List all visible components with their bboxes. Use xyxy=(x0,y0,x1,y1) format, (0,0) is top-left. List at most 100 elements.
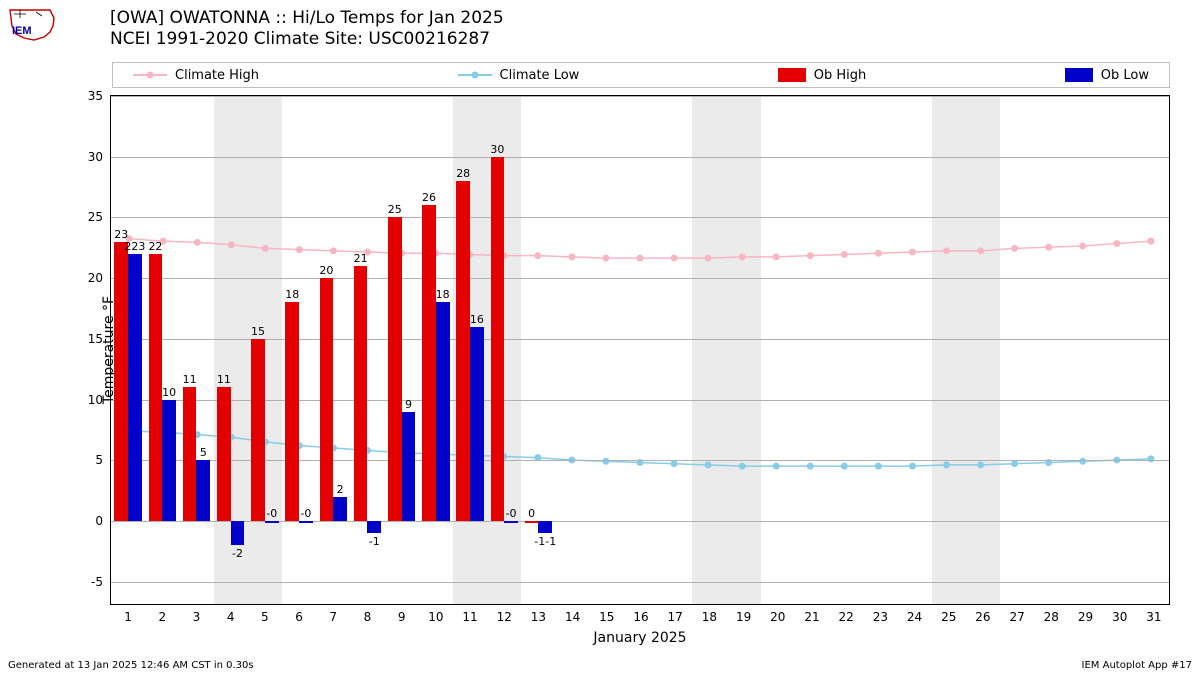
ob-low-bar xyxy=(231,521,245,545)
ob-low-bar xyxy=(470,327,484,521)
x-tick-label: 4 xyxy=(227,604,235,624)
ob-high-bar xyxy=(456,181,470,521)
weekend-band xyxy=(932,96,1000,604)
bar-value-label: -1-1 xyxy=(534,535,556,548)
title-line-1: [OWA] OWATONNA :: Hi/Lo Temps for Jan 20… xyxy=(110,8,504,29)
x-tick-label: 19 xyxy=(736,604,751,624)
x-tick-label: 28 xyxy=(1044,604,1059,624)
bar-value-label: 15 xyxy=(251,325,265,338)
y-tick-label: 20 xyxy=(71,271,111,285)
gridline xyxy=(111,157,1169,158)
gridline xyxy=(111,96,1169,97)
bar-value-label: 11 xyxy=(183,373,197,386)
bar-value-label: 11 xyxy=(217,373,231,386)
y-tick-label: 5 xyxy=(71,453,111,467)
iem-logo: IEM xyxy=(6,4,58,44)
legend: Climate High Climate Low Ob High Ob Low xyxy=(112,62,1170,88)
bar-value-label: 30 xyxy=(490,143,504,156)
x-tick-label: 18 xyxy=(702,604,717,624)
x-tick-label: 23 xyxy=(873,604,888,624)
bar-value-label: 5 xyxy=(200,446,207,459)
bar-value-label: 18 xyxy=(436,288,450,301)
bar-value-label: 16 xyxy=(470,313,484,326)
gridline xyxy=(111,339,1169,340)
x-tick-label: 1 xyxy=(124,604,132,624)
bar-value-label: -0 xyxy=(506,507,517,520)
footer-generated: Generated at 13 Jan 2025 12:46 AM CST in… xyxy=(8,660,254,671)
ob-low-bar xyxy=(538,521,552,533)
title-line-2: NCEI 1991-2020 Climate Site: USC00216287 xyxy=(110,29,504,50)
legend-swatch-ob-low xyxy=(1065,68,1093,82)
ob-high-bar xyxy=(149,254,163,521)
ob-high-bar xyxy=(354,266,368,521)
legend-label: Climate Low xyxy=(500,68,580,83)
ob-high-bar xyxy=(285,302,299,521)
legend-label: Ob Low xyxy=(1101,68,1149,83)
legend-climate-high: Climate High xyxy=(133,68,259,83)
ob-low-bar xyxy=(402,412,416,521)
x-tick-label: 31 xyxy=(1146,604,1161,624)
ob-high-bar xyxy=(183,387,197,521)
y-tick-label: 10 xyxy=(71,393,111,407)
x-tick-label: 29 xyxy=(1078,604,1093,624)
chart-title: [OWA] OWATONNA :: Hi/Lo Temps for Jan 20… xyxy=(110,8,504,51)
x-tick-label: 14 xyxy=(565,604,580,624)
legend-marker-climate-low xyxy=(458,74,492,76)
legend-swatch-ob-high xyxy=(778,68,806,82)
bar-value-label: 10 xyxy=(162,386,176,399)
y-tick-label: 30 xyxy=(71,150,111,164)
ob-low-bar xyxy=(162,400,176,521)
legend-ob-high: Ob High xyxy=(778,68,867,83)
gridline xyxy=(111,582,1169,583)
ob-high-bar xyxy=(114,242,128,521)
bar-value-label: 28 xyxy=(456,167,470,180)
gridline xyxy=(111,217,1169,218)
ob-high-bar xyxy=(491,157,505,521)
legend-climate-low: Climate Low xyxy=(458,68,580,83)
ob-low-bar xyxy=(265,521,279,523)
ob-low-bar xyxy=(436,302,450,521)
bar-value-label: 2 xyxy=(337,483,344,496)
ob-high-bar xyxy=(388,217,402,521)
x-tick-label: 21 xyxy=(804,604,819,624)
legend-label: Climate High xyxy=(175,68,259,83)
plot-area: Temperature °F January 2025 -50510152025… xyxy=(110,95,1170,605)
bar-value-label: 22 xyxy=(148,240,162,253)
ob-high-bar xyxy=(251,339,265,521)
ob-low-bar xyxy=(128,254,142,521)
x-tick-label: 8 xyxy=(364,604,372,624)
x-tick-label: 16 xyxy=(633,604,648,624)
ob-low-bar xyxy=(367,521,381,533)
bar-value-label: 9 xyxy=(405,398,412,411)
y-tick-label: -5 xyxy=(71,575,111,589)
bar-value-label: -1 xyxy=(369,535,380,548)
x-tick-label: 30 xyxy=(1112,604,1127,624)
ob-high-bar xyxy=(422,205,436,521)
weekend-band xyxy=(692,96,760,604)
bar-value-label: 25 xyxy=(388,203,402,216)
weekend-band xyxy=(214,96,282,604)
x-tick-label: 13 xyxy=(531,604,546,624)
x-tick-label: 3 xyxy=(193,604,201,624)
x-tick-label: 2 xyxy=(158,604,166,624)
bar-value-label: 21 xyxy=(354,252,368,265)
legend-ob-low: Ob Low xyxy=(1065,68,1149,83)
y-tick-label: 35 xyxy=(71,89,111,103)
bar-value-label: 23 xyxy=(114,228,128,241)
gridline xyxy=(111,278,1169,279)
svg-text:IEM: IEM xyxy=(12,25,32,37)
bar-value-label: 26 xyxy=(422,191,436,204)
bar-value-label: 0 xyxy=(528,507,535,520)
legend-label: Ob High xyxy=(814,68,867,83)
x-tick-label: 5 xyxy=(261,604,269,624)
y-tick-label: 0 xyxy=(71,514,111,528)
x-tick-label: 26 xyxy=(975,604,990,624)
y-tick-label: 15 xyxy=(71,332,111,346)
x-tick-label: 12 xyxy=(497,604,512,624)
gridline xyxy=(111,460,1169,461)
bar-value-label: 223 xyxy=(124,240,145,253)
bar-value-label: -0 xyxy=(300,507,311,520)
x-tick-label: 15 xyxy=(599,604,614,624)
ob-low-bar xyxy=(196,460,210,521)
x-tick-label: 20 xyxy=(770,604,785,624)
